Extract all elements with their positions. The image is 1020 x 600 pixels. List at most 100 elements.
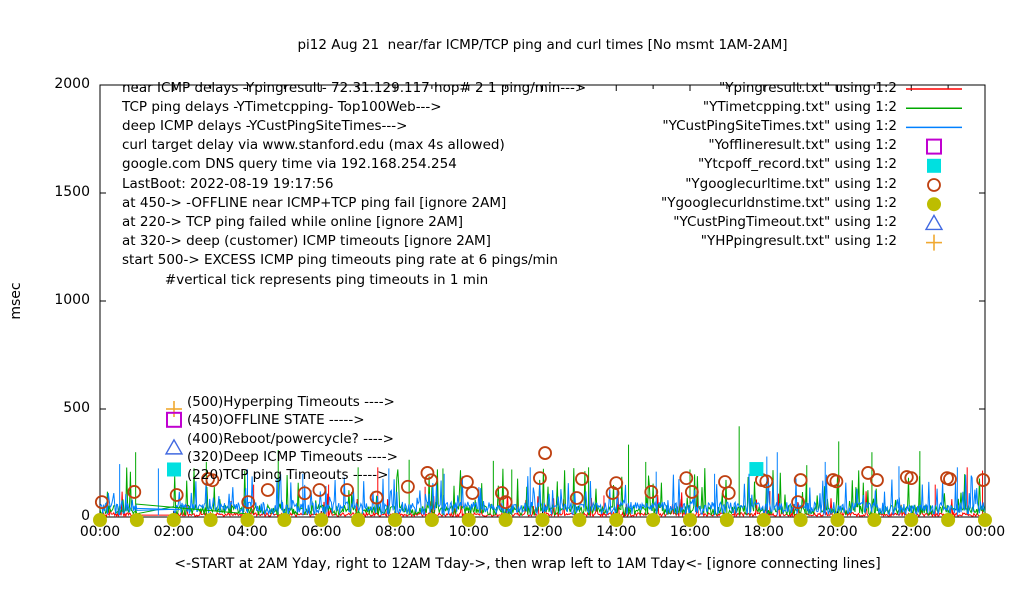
x-tick-label: 14:00 bbox=[596, 524, 637, 540]
point-Ygooglecurldnstime.txt bbox=[166, 513, 181, 527]
point-Ygooglecurltime.txt bbox=[829, 474, 844, 489]
point-Ygooglecurltime.txt bbox=[369, 490, 384, 505]
point-Ygooglecurldnstime.txt bbox=[93, 513, 107, 527]
point-Ygooglecurldnstime.txt bbox=[461, 513, 476, 527]
point-Ygooglecurldnstime.txt bbox=[129, 513, 144, 527]
annotation-label: (400)Reboot/powercycle? ----> bbox=[187, 430, 394, 447]
legend-marker-open-square bbox=[926, 138, 942, 155]
x-tick-label: 12:00 bbox=[522, 524, 563, 540]
info-line: start 500-> EXCESS ICMP ping timeouts pi… bbox=[122, 252, 558, 269]
info-line: #vertical tick represents ping timeouts … bbox=[122, 271, 489, 288]
point-Ygooglecurldnstime.txt bbox=[351, 513, 366, 527]
connector-line bbox=[135, 507, 180, 510]
point-Ygooglecurltime.txt bbox=[533, 471, 547, 486]
point-Ygooglecurltime.txt bbox=[976, 473, 991, 487]
point-Ygooglecurldnstime.txt bbox=[646, 513, 661, 527]
point-Ygooglecurltime.txt bbox=[241, 495, 256, 509]
chart-title: pi12 Aug 21 near/far ICMP/TCP ping and c… bbox=[297, 37, 788, 53]
point-Ytcpoff_record.txt bbox=[749, 462, 764, 477]
x-tick-label: 22:00 bbox=[891, 524, 932, 540]
x-tick-label: 02:00 bbox=[153, 524, 194, 540]
legend-label: "Ypingresult.txt" using 1:2 bbox=[719, 79, 897, 96]
legend-marker-open-triangle bbox=[924, 213, 944, 231]
x-tick-label: 08:00 bbox=[374, 524, 416, 540]
x-tick-label: 00:00 bbox=[79, 524, 121, 540]
point-Ygooglecurldnstime.txt bbox=[535, 513, 550, 527]
point-Ygooglecurltime.txt bbox=[569, 491, 584, 505]
info-line: at 450-> -OFFLINE near ICMP+TCP ping fai… bbox=[122, 194, 507, 211]
point-Ygooglecurltime.txt bbox=[127, 485, 142, 499]
point-Ygooglecurltime.txt bbox=[312, 483, 327, 497]
point-Ygooglecurldnstime.txt bbox=[388, 513, 402, 527]
legend-label: "YHPpingresult.txt" using 1:2 bbox=[700, 233, 897, 250]
info-line: TCP ping delays -YTimetcpping- Top100Web… bbox=[122, 98, 442, 115]
legend-marker-filled-circle bbox=[927, 197, 941, 212]
y-tick-label: 1000 bbox=[54, 292, 90, 308]
point-Ygooglecurltime.txt bbox=[679, 471, 694, 486]
legend-label: "YCustPingTimeout.txt" using 1:2 bbox=[673, 213, 897, 230]
point-Ygooglecurldnstime.txt bbox=[867, 513, 882, 527]
info-line: at 220-> TCP ping failed while online [i… bbox=[122, 213, 464, 230]
annotation-label: (500)Hyperping Timeouts ----> bbox=[187, 394, 395, 410]
point-Ygooglecurldnstime.txt bbox=[203, 513, 218, 527]
point-Ygooglecurldnstime.txt bbox=[941, 513, 956, 527]
legend-marker-open-circle bbox=[927, 178, 941, 192]
x-tick-label: 00:00 bbox=[964, 524, 1006, 540]
point-Ygooglecurltime.txt bbox=[260, 483, 275, 497]
point-Ygooglecurldnstime.txt bbox=[498, 513, 513, 527]
legend-label: "YTimetcpping.txt" using 1:2 bbox=[702, 98, 897, 115]
x-axis-label: <-START at 2AM Yday, right to 12AM Tday-… bbox=[174, 556, 881, 572]
legend-label: "YCustPingSiteTimes.txt" using 1:2 bbox=[662, 117, 897, 134]
point-Ygooglecurltime.txt bbox=[575, 472, 589, 486]
point-Ygooglecurltime.txt bbox=[609, 476, 624, 490]
x-tick-label: 06:00 bbox=[301, 524, 342, 540]
point-Ygooglecurldnstime.txt bbox=[277, 513, 292, 527]
x-tick-label: 16:00 bbox=[669, 524, 711, 540]
x-tick-label: 04:00 bbox=[227, 524, 268, 540]
point-Ygooglecurltime.txt bbox=[943, 472, 957, 487]
point-Ygooglecurldnstime.txt bbox=[719, 513, 734, 527]
info-line: near ICMP delays -Ypingresult- 72.31.129… bbox=[122, 79, 587, 96]
point-Ygooglecurltime.txt bbox=[644, 485, 659, 499]
point-Ygooglecurldnstime.txt bbox=[904, 513, 919, 527]
info-line: google.com DNS query time via 192.168.25… bbox=[122, 156, 457, 173]
legend-marker-filled-square bbox=[927, 158, 941, 173]
point-Ygooglecurltime.txt bbox=[759, 474, 774, 489]
y-tick-label: 1500 bbox=[54, 184, 90, 200]
point-Ygooglecurltime.txt bbox=[904, 471, 919, 486]
annotation-marker-filled-square bbox=[167, 462, 181, 477]
legend-label: "Yofflineresult.txt" using 1:2 bbox=[708, 137, 897, 154]
point-Ygooglecurldnstime.txt bbox=[240, 513, 255, 527]
point-Ygooglecurltime.txt bbox=[498, 495, 513, 509]
point-Ygooglecurldnstime.txt bbox=[683, 513, 697, 527]
annotation-label: (220)TCP ping Timeouts -----> bbox=[187, 467, 389, 484]
point-Ygooglecurltime.txt bbox=[861, 466, 876, 480]
annotation-label: (450)OFFLINE STATE -----> bbox=[187, 412, 365, 429]
y-tick-label: 500 bbox=[63, 400, 90, 416]
point-Ygooglecurldnstime.txt bbox=[978, 513, 992, 527]
point-Ygooglecurltime.txt bbox=[684, 485, 699, 499]
point-Ygooglecurldnstime.txt bbox=[314, 513, 329, 527]
point-Ygooglecurldnstime.txt bbox=[424, 513, 439, 527]
point-Ygooglecurltime.txt bbox=[401, 479, 415, 494]
y-tick-label: 2000 bbox=[54, 76, 90, 92]
point-Ygooglecurltime.txt bbox=[870, 473, 884, 487]
legend-label: "Ytcpoff_record.txt" using 1:2 bbox=[697, 156, 897, 173]
point-Ygooglecurltime.txt bbox=[791, 495, 805, 509]
series-Ypingresult.txt bbox=[99, 491, 986, 519]
x-tick-label: 20:00 bbox=[817, 524, 858, 540]
x-tick-label: 18:00 bbox=[743, 524, 784, 540]
series-YCustPingSiteTimes.txt bbox=[99, 473, 986, 516]
point-Ygooglecurltime.txt bbox=[420, 466, 435, 480]
point-Ygooglecurltime.txt bbox=[94, 495, 109, 509]
point-Ygooglecurltime.txt bbox=[340, 483, 354, 497]
annotation-marker-open-triangle bbox=[164, 438, 184, 455]
annotation-marker-open-square bbox=[166, 411, 182, 428]
point-Ygooglecurltime.txt bbox=[169, 488, 184, 502]
point-Ygooglecurldnstime.txt bbox=[572, 513, 587, 527]
point-Ygooglecurltime.txt bbox=[297, 486, 312, 501]
point-Ygooglecurltime.txt bbox=[793, 473, 808, 487]
info-line: deep ICMP delays -YCustPingSiteTimes---> bbox=[122, 117, 408, 134]
